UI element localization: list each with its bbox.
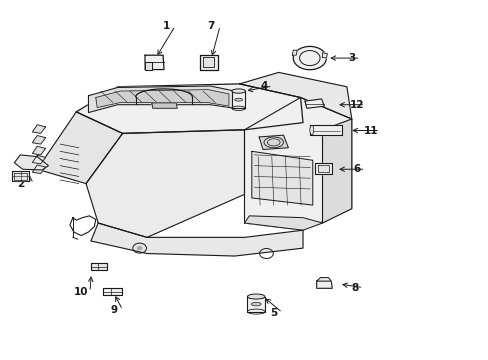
- Text: 4: 4: [260, 81, 267, 91]
- Polygon shape: [152, 103, 177, 108]
- Polygon shape: [145, 62, 152, 69]
- Polygon shape: [203, 57, 214, 67]
- Polygon shape: [244, 98, 351, 230]
- Circle shape: [137, 246, 142, 250]
- Polygon shape: [251, 151, 312, 205]
- Polygon shape: [305, 99, 324, 108]
- Polygon shape: [322, 53, 327, 58]
- Polygon shape: [314, 163, 331, 174]
- Polygon shape: [14, 155, 48, 170]
- Polygon shape: [239, 72, 351, 119]
- Text: 10: 10: [74, 287, 88, 297]
- Polygon shape: [32, 125, 45, 134]
- Polygon shape: [316, 281, 331, 288]
- Polygon shape: [14, 173, 27, 180]
- Text: 11: 11: [363, 126, 378, 135]
- Text: 9: 9: [110, 305, 117, 315]
- Text: 8: 8: [350, 283, 358, 293]
- Polygon shape: [322, 119, 351, 223]
- Text: 2: 2: [18, 179, 25, 189]
- Polygon shape: [199, 55, 217, 69]
- Ellipse shape: [309, 126, 313, 135]
- Polygon shape: [76, 84, 303, 134]
- Text: 6: 6: [352, 164, 360, 174]
- Polygon shape: [91, 223, 303, 256]
- Polygon shape: [32, 135, 45, 144]
- Bar: [247, 297, 264, 312]
- Text: 7: 7: [207, 21, 215, 31]
- Polygon shape: [86, 130, 244, 237]
- Polygon shape: [103, 288, 122, 296]
- Polygon shape: [91, 263, 107, 270]
- Ellipse shape: [234, 98, 242, 101]
- Ellipse shape: [293, 46, 326, 70]
- Polygon shape: [259, 135, 288, 149]
- Polygon shape: [292, 50, 297, 55]
- Text: 3: 3: [347, 53, 355, 63]
- Bar: [231, 91, 245, 108]
- Polygon shape: [316, 278, 330, 281]
- Ellipse shape: [231, 89, 245, 93]
- Polygon shape: [96, 90, 228, 108]
- Polygon shape: [145, 55, 163, 69]
- Polygon shape: [37, 112, 122, 184]
- Ellipse shape: [251, 302, 261, 306]
- Polygon shape: [32, 165, 45, 174]
- Polygon shape: [310, 126, 341, 135]
- Polygon shape: [32, 155, 45, 164]
- Polygon shape: [12, 171, 29, 181]
- Text: 12: 12: [349, 100, 363, 110]
- Text: 5: 5: [269, 308, 277, 318]
- Polygon shape: [32, 146, 45, 155]
- Text: 1: 1: [163, 21, 170, 31]
- Polygon shape: [317, 165, 329, 172]
- Ellipse shape: [247, 294, 264, 299]
- Polygon shape: [244, 216, 322, 230]
- Polygon shape: [88, 86, 234, 113]
